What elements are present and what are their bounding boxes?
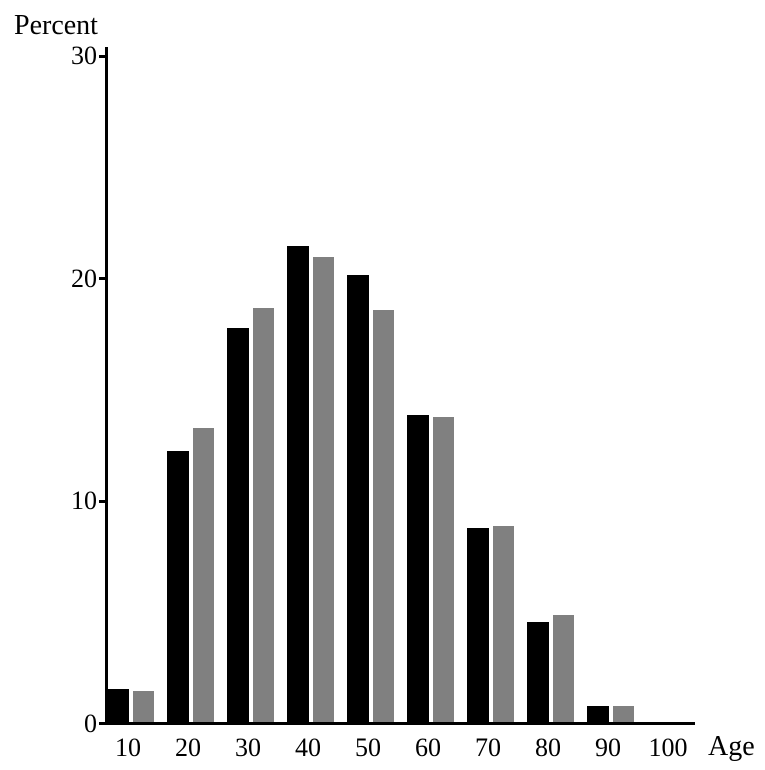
bar-gray-age-20	[193, 428, 214, 722]
y-tick-0	[99, 722, 105, 725]
bar-black-age-40	[287, 246, 309, 722]
x-tick-label-30: 30	[235, 733, 261, 762]
x-tick-label-40: 40	[295, 733, 321, 762]
y-axis-line	[105, 47, 108, 725]
bar-black-age-50	[347, 275, 369, 722]
bar-gray-age-90	[613, 706, 634, 722]
x-tick-label-80: 80	[535, 733, 561, 762]
bar-gray-age-10	[133, 691, 154, 722]
bar-black-age-60	[407, 415, 429, 722]
bar-gray-age-30	[253, 308, 274, 722]
bar-black-age-90	[587, 706, 609, 722]
bar-gray-age-60	[433, 417, 454, 722]
bar-black-age-30	[227, 328, 249, 722]
bar-black-age-10	[107, 689, 129, 722]
x-axis-title: Age	[708, 731, 755, 762]
bar-black-age-70	[467, 528, 489, 722]
x-tick-label-50: 50	[355, 733, 381, 762]
y-tick-label-0: 0	[84, 709, 97, 738]
y-axis-title: Percent	[14, 10, 98, 41]
x-tick-label-20: 20	[175, 733, 201, 762]
bar-gray-age-70	[493, 526, 514, 722]
bar-gray-age-50	[373, 310, 394, 722]
bar-gray-age-80	[553, 615, 574, 722]
x-tick-label-100: 100	[648, 733, 688, 762]
x-tick-label-10: 10	[115, 733, 141, 762]
y-tick-30	[99, 55, 105, 58]
x-tick-label-70: 70	[475, 733, 501, 762]
bar-gray-age-40	[313, 257, 334, 722]
x-axis-line	[105, 722, 695, 725]
y-tick-20	[99, 277, 105, 280]
y-tick-label-30: 30	[71, 41, 97, 70]
y-tick-label-10: 10	[71, 486, 97, 515]
x-tick-label-90: 90	[595, 733, 621, 762]
x-tick-label-60: 60	[415, 733, 441, 762]
bar-black-age-20	[167, 451, 189, 722]
y-tick-10	[99, 500, 105, 503]
bar-black-age-80	[527, 622, 549, 722]
y-tick-label-20: 20	[71, 264, 97, 293]
